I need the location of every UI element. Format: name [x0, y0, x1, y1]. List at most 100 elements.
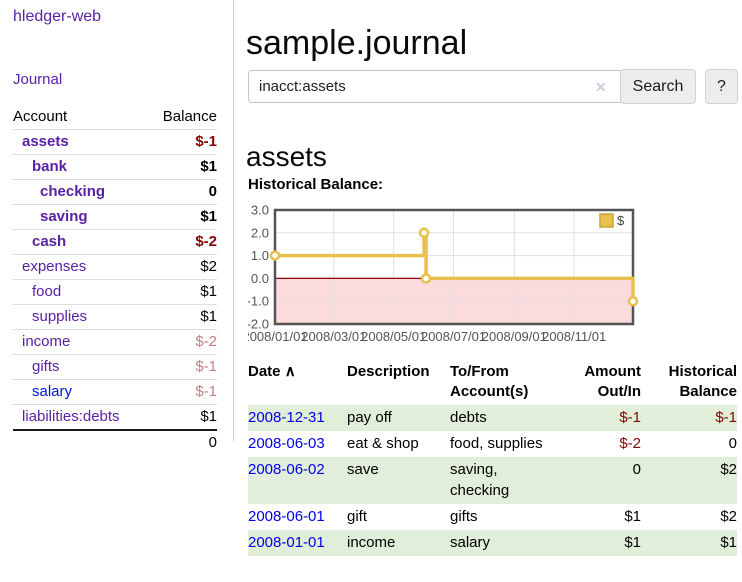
account-link-supplies[interactable]: supplies [32, 308, 88, 325]
accounts-total: 0 [13, 429, 217, 454]
sidebar-account-row: gifts $-1 [13, 354, 217, 379]
account-link-salary[interactable]: salary [32, 383, 73, 400]
chart-title: Historical Balance: [248, 176, 384, 193]
transaction-balance: $1 [720, 534, 737, 551]
account-balance: $-2 [195, 233, 217, 250]
account-balance: $-1 [195, 383, 217, 400]
account-link-cash[interactable]: cash [32, 233, 67, 250]
svg-text:-1.0: -1.0 [248, 294, 269, 309]
svg-text:2008/05/01: 2008/05/01 [361, 329, 426, 344]
transaction-description: gift [347, 508, 368, 525]
account-balance: $2 [200, 258, 217, 275]
account-link-checking[interactable]: checking [40, 183, 106, 200]
register-header-balance: Historical Balance [668, 363, 737, 400]
transaction-amount: $-2 [619, 435, 641, 452]
sidebar-account-row: supplies $1 [13, 304, 217, 329]
transaction-date-link[interactable]: 2008-06-01 [248, 508, 325, 525]
account-balance: $1 [200, 283, 217, 300]
account-balance: $-1 [195, 133, 217, 150]
svg-text:2.0: 2.0 [251, 225, 269, 240]
nav-journal-link[interactable]: Journal [13, 71, 63, 88]
sidebar-account-row: salary $-1 [13, 379, 217, 404]
transaction-description: eat & shop [347, 435, 419, 452]
register-row: 2008-06-02 save saving, checking 0 $2 [248, 457, 737, 504]
svg-text:$: $ [617, 213, 625, 228]
transaction-balance: $2 [720, 508, 737, 525]
sidebar-account-row: bank $1 [13, 154, 217, 179]
transaction-amount: 0 [632, 461, 641, 478]
account-link-food[interactable]: food [32, 283, 62, 300]
account-balance: 0 [208, 183, 217, 200]
account-balance: $1 [200, 308, 217, 325]
account-col-header: Account [13, 108, 68, 125]
account-heading: assets [246, 141, 327, 173]
accounts-table: Account Balance assets $-1 bank $1 checking 0… [13, 105, 217, 454]
svg-text:-2.0: -2.0 [248, 317, 269, 332]
svg-text:2008/11/01: 2008/11/01 [542, 329, 606, 344]
register-header-row: Date ∧ Description To/From Account(s) Am… [248, 360, 737, 405]
account-link-liabilities-debts[interactable]: liabilities:debts [22, 408, 120, 425]
register-row: 2008-06-01 gift gifts $1 $2 [248, 504, 737, 530]
accounts-table-header: Account Balance [13, 105, 217, 129]
transaction-balance: $-1 [715, 409, 737, 426]
register-table: Date ∧ Description To/From Account(s) Am… [248, 360, 737, 556]
svg-text:2008/03/01: 2008/03/01 [301, 329, 366, 344]
transaction-date-link[interactable]: 2008-06-02 [248, 461, 325, 478]
transaction-amount: $1 [624, 534, 641, 551]
transaction-accounts: saving, checking [450, 461, 510, 499]
clear-search-icon[interactable]: ✕ [595, 79, 607, 95]
transaction-date-link[interactable]: 2008-06-03 [248, 435, 325, 452]
register-header-accounts: To/From Account(s) [450, 363, 529, 400]
svg-text:0.0: 0.0 [251, 271, 269, 286]
balance-col-header: Balance [162, 108, 217, 125]
search-input[interactable] [248, 70, 624, 103]
sidebar-account-row: expenses $2 [13, 254, 217, 279]
svg-text:2008/09/01: 2008/09/01 [482, 329, 547, 344]
transaction-accounts: gifts [450, 508, 478, 525]
sidebar-account-row: saving $1 [13, 204, 217, 229]
transaction-accounts: salary [450, 534, 491, 551]
account-balance: $1 [200, 408, 217, 425]
transaction-balance: $2 [720, 461, 737, 478]
register-header-date[interactable]: Date ∧ [248, 363, 296, 380]
transaction-date-link[interactable]: 2008-01-01 [248, 534, 325, 551]
register-row: 2008-06-03 eat & shop food, supplies $-2 0 [248, 431, 737, 457]
account-link-bank[interactable]: bank [32, 158, 68, 175]
sidebar-account-row: food $1 [13, 279, 217, 304]
transaction-description: save [347, 461, 379, 478]
account-link-assets[interactable]: assets [22, 133, 69, 150]
transaction-amount: $-1 [619, 409, 641, 426]
transaction-description: pay off [347, 409, 392, 426]
register-row: 2008-12-31 pay off debts $-1 $-1 [248, 405, 737, 431]
register-header-description: Description [347, 363, 430, 380]
account-balance: $1 [200, 208, 217, 225]
transaction-date-link[interactable]: 2008-12-31 [248, 409, 325, 426]
sidebar-account-row: checking 0 [13, 179, 217, 204]
sidebar-account-row: assets $-1 [13, 129, 217, 154]
account-balance: $1 [200, 158, 217, 175]
balance-chart-svg: $3.0 2.0 1.0 0.0 -1.0 -2.02008/01/012008/03/0… [242, 203, 639, 344]
account-link-gifts[interactable]: gifts [32, 358, 60, 375]
sidebar-account-row: cash $-2 [13, 229, 217, 254]
transaction-accounts: food, supplies [450, 435, 543, 452]
svg-text:3.0: 3.0 [251, 203, 269, 218]
register-row: 2008-01-01 income salary $1 $1 [248, 530, 737, 556]
account-balance: $-1 [195, 358, 217, 375]
register-header-amount: Amount Out/In [584, 363, 641, 400]
historical-balance-chart: $3.0 2.0 1.0 0.0 -1.0 -2.0 2008/01/01 2008/03/0… [242, 198, 742, 348]
svg-text:1.0: 1.0 [251, 248, 269, 263]
transaction-balance: 0 [728, 435, 737, 452]
account-link-saving[interactable]: saving [40, 208, 88, 225]
svg-text:2008/01/01: 2008/01/01 [248, 329, 308, 344]
help-button[interactable]: ? [705, 69, 738, 104]
page-title: sample.journal [246, 23, 468, 62]
sort-asc-icon: ∧ [284, 363, 296, 380]
svg-text:2008/07/01: 2008/07/01 [421, 329, 486, 344]
search-button[interactable]: Search [620, 69, 696, 104]
sidebar-account-row: income $-2 [13, 329, 217, 354]
account-link-income[interactable]: income [22, 333, 71, 350]
account-link-expenses[interactable]: expenses [22, 258, 87, 275]
sidebar-account-row: liabilities:debts $1 [13, 404, 217, 429]
sidebar-divider [233, 0, 234, 441]
sidebar-brand-link[interactable]: hledger-web [13, 8, 102, 25]
